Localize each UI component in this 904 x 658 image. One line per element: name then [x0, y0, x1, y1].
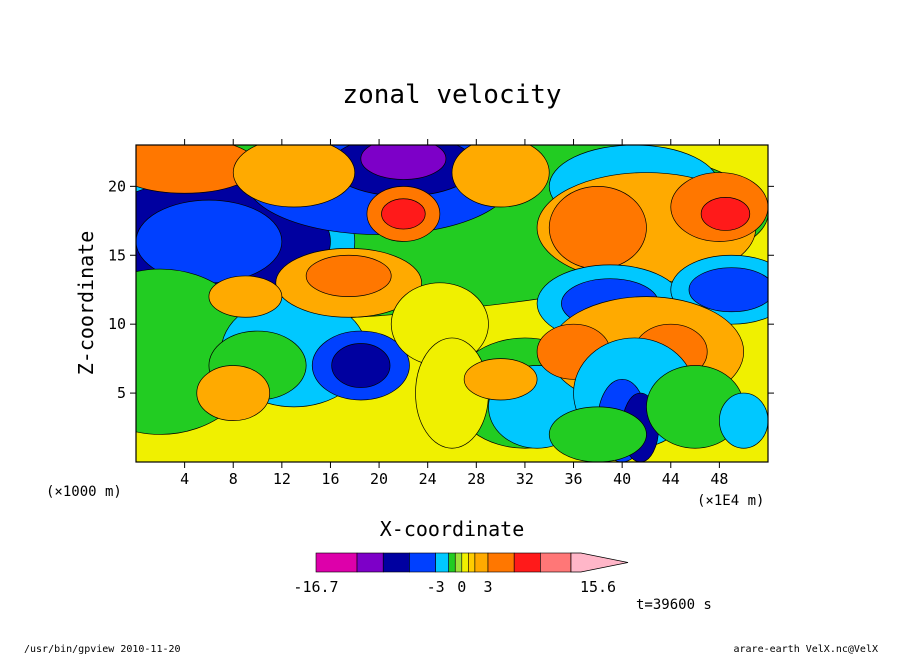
colorbar-labels: -16.7 -3 0 3 15.6	[293, 578, 616, 596]
contour-patch	[381, 198, 426, 230]
contour-field	[136, 145, 768, 462]
x-tick-label: 4	[180, 470, 189, 488]
x-axis-ticks: 4 8 12 16 20 24 28 32 36 40 44 48	[180, 139, 728, 488]
colorbar-arrow	[570, 552, 629, 573]
colorbar-segment	[540, 552, 572, 573]
y-tick-label: 20	[108, 177, 126, 195]
x-tick-label: 16	[321, 470, 339, 488]
colorbar-segment	[382, 552, 410, 573]
colorbar-segment	[454, 552, 463, 573]
x-tick-label: 36	[565, 470, 583, 488]
colorbar-segment	[435, 552, 450, 573]
chart-title: zonal velocity	[342, 80, 561, 110]
x-tick-label: 48	[710, 470, 728, 488]
x-tick-label: 44	[662, 470, 680, 488]
colorbar-segment	[487, 552, 515, 573]
y-tick-label: 10	[108, 315, 126, 333]
colorbar	[315, 552, 629, 573]
colorbar-segment	[356, 552, 384, 573]
x-tick-label: 32	[516, 470, 534, 488]
colorbar-segment	[315, 552, 358, 573]
colorbar-segment	[409, 552, 436, 573]
contour-patch	[463, 358, 538, 401]
contour-patch	[331, 343, 391, 388]
contour-patch	[360, 145, 447, 180]
colorbar-segment	[513, 552, 541, 573]
colorbar-label: 0	[457, 578, 466, 596]
contour-patch	[548, 406, 647, 462]
contour-patch	[719, 392, 768, 449]
contour-patch	[548, 185, 647, 270]
colorbar-label: -16.7	[293, 578, 338, 596]
colorbar-segment	[448, 552, 456, 573]
x-axis-label: X-coordinate	[380, 517, 525, 541]
y-tick-label: 5	[117, 384, 126, 402]
contour-patch	[232, 145, 356, 208]
time-label: t=39600 s	[636, 597, 712, 613]
colorbar-label: 15.6	[580, 578, 616, 596]
plot-frame	[135, 144, 769, 463]
y-tick-label: 15	[108, 246, 126, 264]
contour-patch	[196, 365, 271, 422]
x-tick-label: 40	[613, 470, 631, 488]
contour-patch	[305, 254, 392, 297]
colorbar-label: 3	[483, 578, 492, 596]
footer-left: /usr/bin/gpview 2010-11-20	[24, 644, 181, 654]
footer-right: arare-earth_VelX.nc@VelX	[734, 644, 879, 654]
colorbar-segment	[468, 552, 476, 573]
plot-area	[136, 145, 768, 462]
contour-patch	[451, 145, 550, 208]
colorbar-segment	[474, 552, 489, 573]
x-tick-label: 8	[229, 470, 238, 488]
contour-patch	[208, 275, 283, 318]
x-tick-label: 12	[273, 470, 291, 488]
contour-patch	[700, 197, 751, 231]
x-tick-label: 28	[467, 470, 485, 488]
colorbar-label: -3	[427, 578, 445, 596]
x-tick-label: 20	[370, 470, 388, 488]
y-axis-ticks: 5 10 15 20	[108, 177, 774, 402]
x-tick-label: 24	[419, 470, 437, 488]
x-unit-right: (×1E4 m)	[697, 493, 764, 509]
x-unit-left: (×1000 m)	[46, 484, 122, 500]
contour-patch	[688, 267, 768, 313]
colorbar-segment	[461, 552, 469, 573]
y-axis-label: Z-coordinate	[74, 231, 98, 376]
